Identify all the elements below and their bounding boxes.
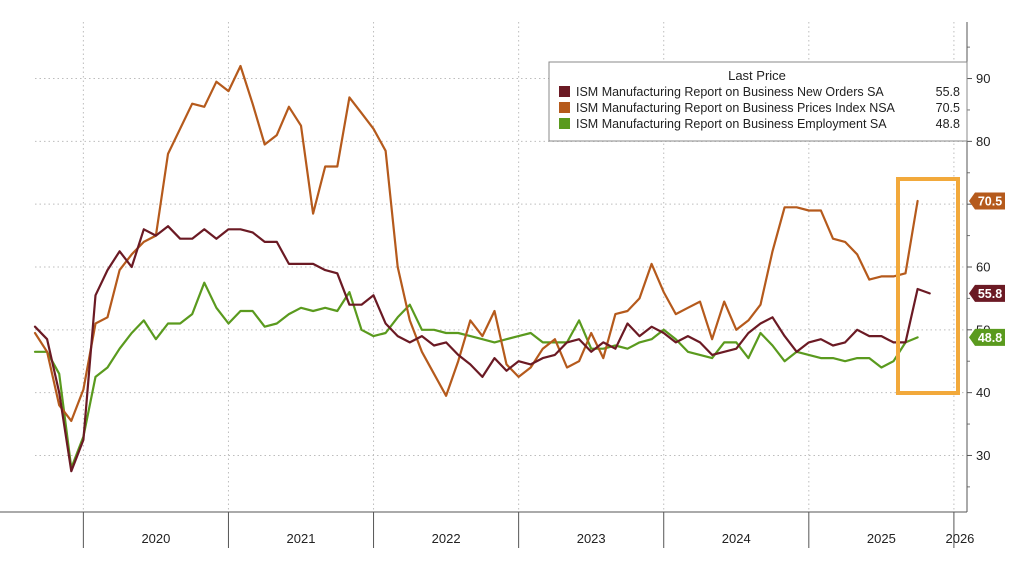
- badge-shape-2: [969, 328, 1005, 346]
- year-label: 2022: [432, 531, 461, 546]
- legend-entry-value-2: 48.8: [936, 117, 960, 131]
- legend-title: Last Price: [728, 68, 786, 83]
- year-label: 2025: [867, 531, 896, 546]
- series-line-1: [33, 64, 919, 422]
- x-axis-year-labels: 2020 2021 2022 2023 2024 2025 2026: [141, 531, 974, 546]
- legend-entry-value-0: 55.8: [936, 85, 960, 99]
- year-label: 2020: [141, 531, 170, 546]
- highlight-box: [896, 177, 960, 395]
- legend-swatch-1: [559, 102, 570, 113]
- year-label: 2024: [722, 531, 751, 546]
- legend-entry-name-2: ISM Manufacturing Report on Business Emp…: [576, 117, 887, 131]
- y-tick-label: 30: [976, 448, 990, 463]
- y-tick-label: 90: [976, 71, 990, 86]
- legend-entry-name-0: ISM Manufacturing Report on Business New…: [576, 85, 884, 99]
- y-tick-label: 60: [976, 260, 990, 275]
- y-axis-tick-labels: 30405060708090: [976, 71, 990, 463]
- series-line-0: [33, 225, 931, 473]
- badge-label-2: 48.8: [978, 331, 1002, 345]
- y-tick-label: 80: [976, 134, 990, 149]
- year-label: 2026: [945, 531, 974, 546]
- last-value-badges: 55.8 70.5 48.8: [969, 192, 1005, 346]
- badge-shape-1: [969, 192, 1005, 210]
- badge-label-0: 55.8: [978, 287, 1002, 301]
- legend-box: [548, 61, 968, 142]
- badge-shape-0: [969, 284, 1005, 302]
- badge-label-1: 70.5: [978, 195, 1002, 209]
- y-tick-label: 40: [976, 385, 990, 400]
- legend-entry-name-1: ISM Manufacturing Report on Business Pri…: [576, 101, 896, 115]
- legend-entry-value-1: 70.5: [936, 101, 960, 115]
- year-label: 2023: [577, 531, 606, 546]
- series-line-2: [33, 281, 919, 470]
- legend-swatch-2: [559, 118, 570, 129]
- legend: Last Price ISM Manufacturing Report on B…: [548, 61, 968, 142]
- legend-swatch-0: [559, 86, 570, 97]
- series-lines: [33, 64, 931, 473]
- year-label: 2021: [287, 531, 316, 546]
